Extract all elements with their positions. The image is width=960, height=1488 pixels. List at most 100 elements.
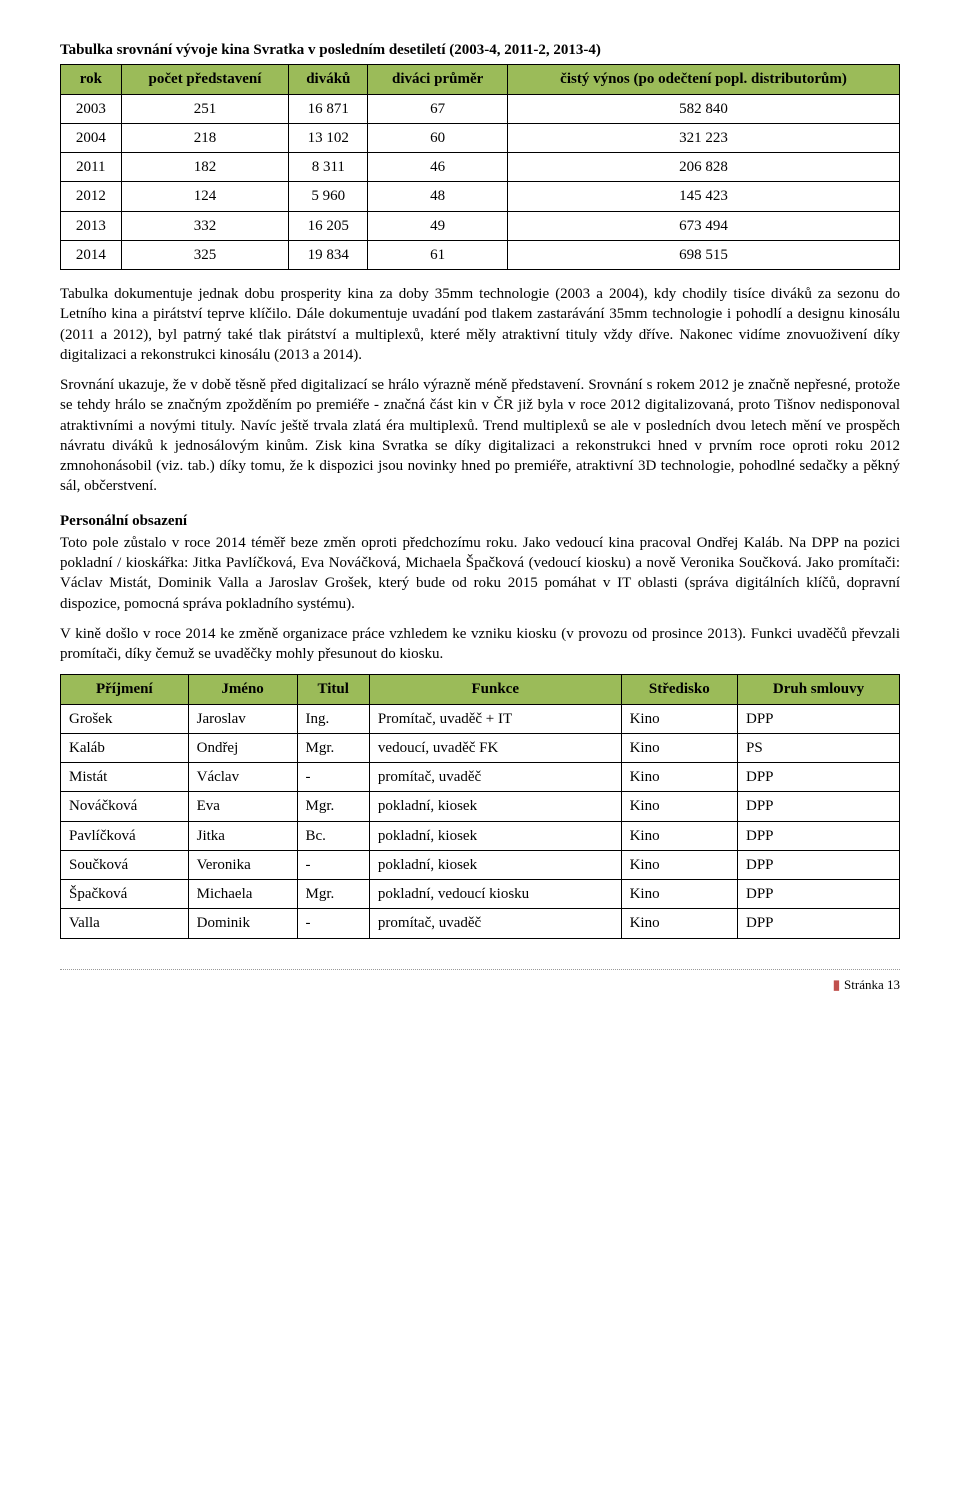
- table2-cell: Promítač, uvaděč + IT: [369, 704, 621, 733]
- table2-cell: Kino: [621, 850, 737, 879]
- table2-cell: Ing.: [297, 704, 369, 733]
- paragraph-4: V kině došlo v roce 2014 ke změně organi…: [60, 624, 900, 665]
- page-footer: ▮ Stránka 13: [60, 969, 900, 994]
- table1-cell: 2012: [61, 182, 122, 211]
- table1-cell: 206 828: [508, 153, 900, 182]
- table2-cell: Kaláb: [61, 733, 189, 762]
- table2-header: Funkce: [369, 675, 621, 704]
- table2-cell: Mgr.: [297, 792, 369, 821]
- table2-cell: Kino: [621, 763, 737, 792]
- table1-cell: 19 834: [289, 240, 368, 269]
- table2-cell: -: [297, 850, 369, 879]
- footer-bar-icon: ▮: [833, 977, 840, 992]
- table-row: 200325116 87167582 840: [61, 94, 900, 123]
- table1-cell: 46: [368, 153, 508, 182]
- table2-cell: DPP: [738, 880, 900, 909]
- table2-cell: promítač, uvaděč: [369, 909, 621, 938]
- table2-cell: Mgr.: [297, 733, 369, 762]
- table2-cell: Veronika: [188, 850, 297, 879]
- page-number: Stránka 13: [844, 977, 900, 992]
- table1-cell: 145 423: [508, 182, 900, 211]
- table1-cell: 251: [121, 94, 289, 123]
- table2-cell: Mistát: [61, 763, 189, 792]
- table1-cell: 182: [121, 153, 289, 182]
- table1-header: počet představení: [121, 65, 289, 94]
- table2-cell: DPP: [738, 704, 900, 733]
- paragraph-3: Toto pole zůstalo v roce 2014 téměř beze…: [60, 533, 900, 614]
- table2-cell: PS: [738, 733, 900, 762]
- table2-cell: Součková: [61, 850, 189, 879]
- table2-header: Druh smlouvy: [738, 675, 900, 704]
- table1-cell: 2014: [61, 240, 122, 269]
- table2-header: Titul: [297, 675, 369, 704]
- table2-cell: pokladní, kiosek: [369, 792, 621, 821]
- table1-title: Tabulka srovnání vývoje kina Svratka v p…: [60, 40, 900, 60]
- table1-cell: 2003: [61, 94, 122, 123]
- table1-header: diváků: [289, 65, 368, 94]
- table2-cell: DPP: [738, 909, 900, 938]
- paragraph-1: Tabulka dokumentuje jednak dobu prosperi…: [60, 284, 900, 365]
- table2-cell: Kino: [621, 909, 737, 938]
- table2-cell: promítač, uvaděč: [369, 763, 621, 792]
- table1-cell: 8 311: [289, 153, 368, 182]
- table2-cell: Kino: [621, 821, 737, 850]
- table2-cell: Kino: [621, 792, 737, 821]
- table1-cell: 325: [121, 240, 289, 269]
- table2-cell: Václav: [188, 763, 297, 792]
- section2-title: Personální obsazení: [60, 511, 900, 531]
- table2-cell: Eva: [188, 792, 297, 821]
- table1-cell: 332: [121, 211, 289, 240]
- table2-cell: Grošek: [61, 704, 189, 733]
- table-row: PavlíčkováJitkaBc.pokladní, kiosekKinoDP…: [61, 821, 900, 850]
- table1-cell: 16 871: [289, 94, 368, 123]
- table-row: 200421813 10260321 223: [61, 123, 900, 152]
- table2-cell: Kino: [621, 880, 737, 909]
- table-row: GrošekJaroslavIng.Promítač, uvaděč + ITK…: [61, 704, 900, 733]
- table2-cell: Kino: [621, 733, 737, 762]
- table1-cell: 61: [368, 240, 508, 269]
- table2-cell: pokladní, kiosek: [369, 850, 621, 879]
- table-row: VallaDominik-promítač, uvaděčKinoDPP: [61, 909, 900, 938]
- table2-cell: pokladní, vedoucí kiosku: [369, 880, 621, 909]
- table-row: MistátVáclav-promítač, uvaděčKinoDPP: [61, 763, 900, 792]
- table1-cell: 60: [368, 123, 508, 152]
- table1-cell: 16 205: [289, 211, 368, 240]
- table2: PříjmeníJménoTitulFunkceStřediskoDruh sm…: [60, 674, 900, 938]
- table1-cell: 5 960: [289, 182, 368, 211]
- table1-cell: 218: [121, 123, 289, 152]
- table-row: 201333216 20549673 494: [61, 211, 900, 240]
- table1-cell: 321 223: [508, 123, 900, 152]
- table1-cell: 673 494: [508, 211, 900, 240]
- table2-cell: -: [297, 909, 369, 938]
- table-row: 20121245 96048145 423: [61, 182, 900, 211]
- table2-cell: DPP: [738, 763, 900, 792]
- table1-cell: 13 102: [289, 123, 368, 152]
- table1-cell: 2004: [61, 123, 122, 152]
- table1: rokpočet představenídivákůdiváci průměrč…: [60, 64, 900, 270]
- table2-cell: Nováčková: [61, 792, 189, 821]
- table2-header: Jméno: [188, 675, 297, 704]
- table1-cell: 582 840: [508, 94, 900, 123]
- table2-cell: DPP: [738, 792, 900, 821]
- table1-header: diváci průměr: [368, 65, 508, 94]
- table1-cell: 48: [368, 182, 508, 211]
- table2-cell: DPP: [738, 850, 900, 879]
- paragraph-2: Srovnání ukazuje, že v době těsně před d…: [60, 375, 900, 497]
- table2-cell: pokladní, kiosek: [369, 821, 621, 850]
- table-row: SoučkováVeronika-pokladní, kiosekKinoDPP: [61, 850, 900, 879]
- table-row: ŠpačkováMichaelaMgr.pokladní, vedoucí ki…: [61, 880, 900, 909]
- table2-cell: Bc.: [297, 821, 369, 850]
- table2-cell: vedoucí, uvaděč FK: [369, 733, 621, 762]
- table2-cell: Jitka: [188, 821, 297, 850]
- table2-cell: Valla: [61, 909, 189, 938]
- table1-header: rok: [61, 65, 122, 94]
- table-row: 201432519 83461698 515: [61, 240, 900, 269]
- table2-header: Příjmení: [61, 675, 189, 704]
- table1-header: čistý výnos (po odečtení popl. distribut…: [508, 65, 900, 94]
- table1-cell: 2013: [61, 211, 122, 240]
- table2-cell: Michaela: [188, 880, 297, 909]
- table2-cell: Špačková: [61, 880, 189, 909]
- table1-cell: 2011: [61, 153, 122, 182]
- table1-cell: 698 515: [508, 240, 900, 269]
- table1-cell: 49: [368, 211, 508, 240]
